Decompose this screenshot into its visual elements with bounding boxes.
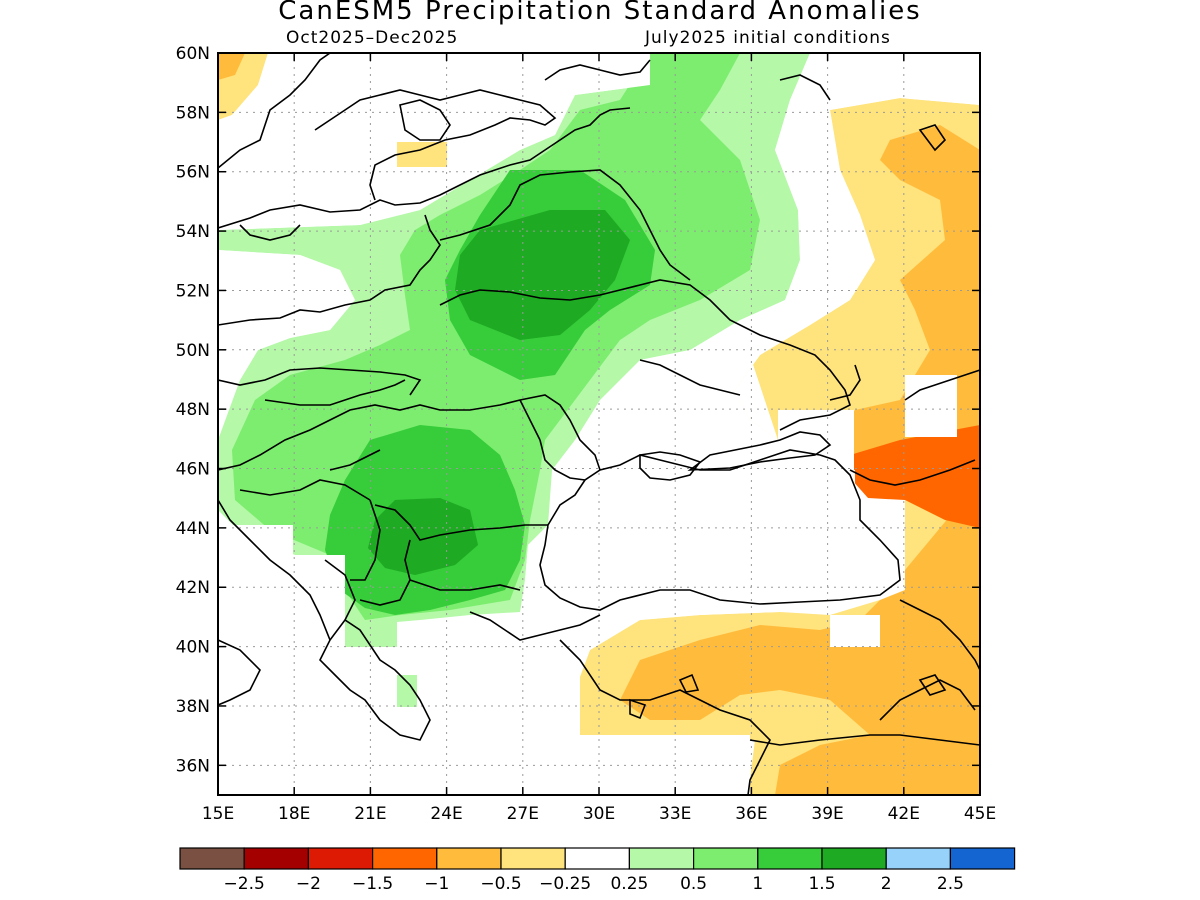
colorbar: −2.5 −2 −1.5 −1 −0.5 −0.25 0.25 0.5 1 1.5 2 2.5	[179, 847, 1016, 894]
colorbar-swatch	[821, 847, 887, 870]
lat-tick-label: 38N	[176, 697, 210, 717]
lat-tick-label: 60N	[176, 44, 210, 64]
lon-tick-label: 30E	[583, 804, 615, 824]
colorbar-swatch	[628, 847, 695, 870]
colorbar-swatch	[692, 847, 759, 870]
lon-tick-label: 45E	[964, 804, 996, 824]
lon-tick-label: 15E	[202, 804, 234, 824]
lon-tick-label: 18E	[278, 804, 310, 824]
colorbar-swatch	[372, 847, 438, 870]
initial-conditions: July2025 initial conditions	[645, 28, 891, 48]
lon-tick-label: 36E	[735, 804, 767, 824]
colorbar-swatch	[757, 847, 823, 870]
colorbar-label: 1	[752, 874, 763, 894]
lat-tick-label: 46N	[176, 460, 210, 480]
lat-tick-label: 48N	[176, 400, 210, 420]
colorbar-swatch	[949, 847, 1016, 870]
colorbar-label: −1	[424, 874, 449, 894]
colorbar-label: −1.5	[352, 874, 393, 894]
lat-tick-label: 58N	[176, 103, 210, 123]
colorbar-label: 2.5	[937, 874, 964, 894]
colorbar-label: 1.5	[808, 874, 835, 894]
lon-tick-label: 42E	[888, 804, 920, 824]
lat-tick-label: 40N	[176, 638, 210, 658]
axis-ticks	[217, 52, 981, 795]
colorbar-swatch	[436, 847, 502, 870]
colorbar-swatch	[885, 847, 952, 870]
lon-tick-label: 39E	[811, 804, 843, 824]
lat-tick-label: 42N	[176, 578, 210, 598]
coastline-border-lines	[218, 53, 980, 795]
colorbar-swatch	[179, 847, 245, 870]
colorbar-label: 2	[881, 874, 892, 894]
lat-tick-label: 54N	[176, 222, 210, 242]
axis-tick-labels: 15E 18E 21E 24E 27E 30E 33E 36E 39E 42E 45E 60N 58N 5…	[176, 44, 997, 824]
colorbar-swatch	[307, 847, 374, 870]
lon-tick-label: 33E	[659, 804, 691, 824]
lon-tick-label: 24E	[430, 804, 462, 824]
lat-tick-label: 56N	[176, 163, 210, 183]
lat-tick-label: 50N	[176, 341, 210, 361]
colorbar-label: −2	[296, 874, 321, 894]
colorbar-swatch	[500, 847, 566, 870]
lat-tick-label: 36N	[176, 756, 210, 776]
lat-tick-label: 44N	[176, 519, 210, 539]
chart-title: CanESM5 Precipitation Standard Anomalies	[278, 0, 922, 26]
map-grid	[218, 53, 980, 795]
forecast-period: Oct2025–Dec2025	[286, 28, 459, 48]
colorbar-label: −0.25	[539, 874, 591, 894]
colorbar-swatch	[243, 847, 309, 870]
colorbar-swatch	[564, 847, 631, 870]
lat-tick-label: 52N	[176, 281, 210, 301]
colorbar-label: −2.5	[224, 874, 265, 894]
lon-tick-label: 21E	[354, 804, 386, 824]
colorbar-label: 0.5	[680, 874, 707, 894]
colorbar-label: −0.5	[480, 874, 521, 894]
lon-tick-label: 27E	[507, 804, 539, 824]
colorbar-label: 0.25	[610, 874, 648, 894]
